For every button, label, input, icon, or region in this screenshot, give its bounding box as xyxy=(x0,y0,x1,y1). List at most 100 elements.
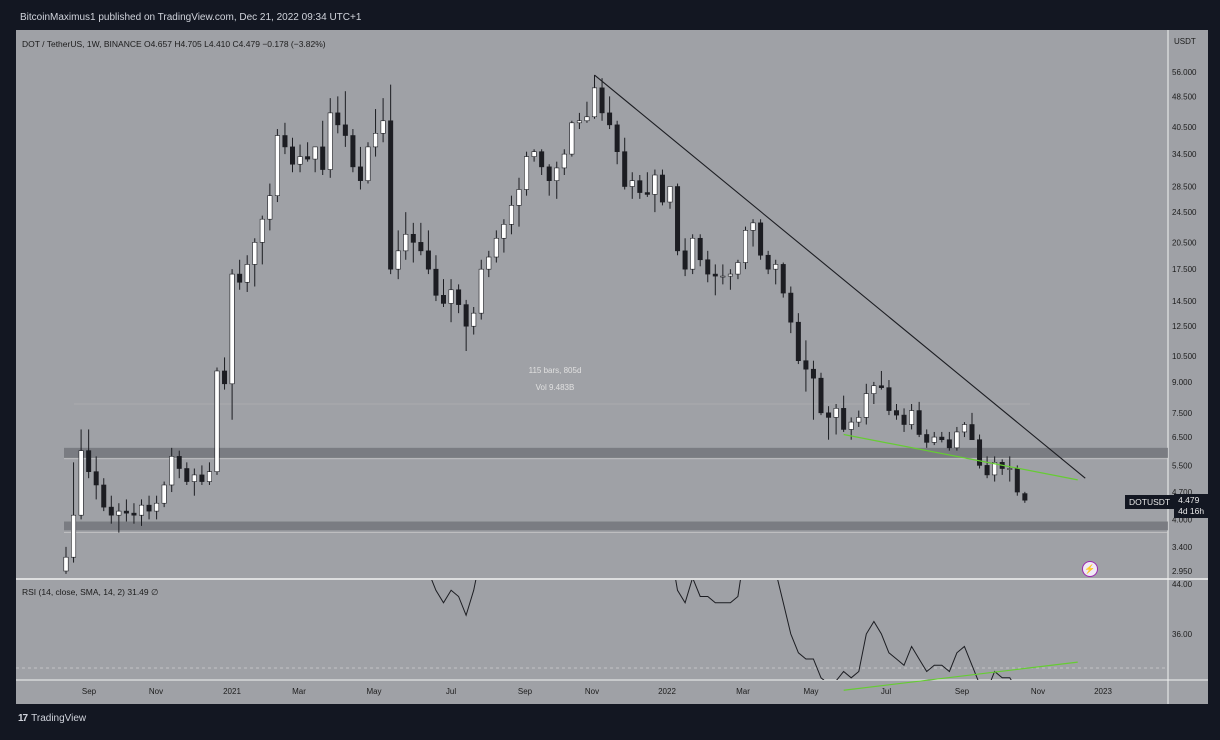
y-tick-label: 28.500 xyxy=(1172,183,1197,192)
candle-body xyxy=(644,192,650,195)
y-tick-label: 48.500 xyxy=(1172,92,1197,101)
candle-body xyxy=(259,218,265,243)
candle-body xyxy=(886,387,892,411)
candle-body xyxy=(810,368,816,379)
candle-body xyxy=(282,135,288,148)
candle-body xyxy=(916,410,922,435)
symbol-legend: DOT / TetherUS, 1W, BINANCE O4.657 H4.70… xyxy=(22,39,326,49)
candle-body xyxy=(878,385,884,388)
candle-body xyxy=(312,146,318,160)
candle-body xyxy=(765,254,771,270)
candle-body xyxy=(139,504,145,516)
candle-body xyxy=(305,156,311,160)
candle-body xyxy=(614,124,620,152)
candle-body xyxy=(350,135,356,168)
candle-body xyxy=(456,289,462,305)
candle-body xyxy=(954,431,960,449)
candle-body xyxy=(992,462,998,476)
y-tick-label: 20.500 xyxy=(1172,238,1197,247)
x-tick-label: Sep xyxy=(955,687,970,696)
candle-body xyxy=(63,556,69,572)
candle-body xyxy=(961,424,967,433)
tradingview-logo-icon: 17 xyxy=(18,712,28,724)
candle-body xyxy=(682,250,688,270)
x-tick-label: May xyxy=(366,687,381,696)
candle-body xyxy=(131,512,137,516)
candle-body xyxy=(478,268,484,314)
candle-body xyxy=(946,439,952,449)
price-tag-value: 4.479 4d 16h xyxy=(1174,494,1209,518)
lightning-icon[interactable]: ⚡ xyxy=(1082,561,1098,577)
ohlc-high: 4.705 xyxy=(180,39,202,49)
y-tick-label: 4.000 xyxy=(1172,515,1193,524)
candle-body xyxy=(425,250,431,270)
y-tick-label: 5.500 xyxy=(1172,461,1193,470)
footer-brand: TradingView xyxy=(31,712,87,724)
rsi-value: 31.49 xyxy=(127,587,149,597)
price-divergence-line xyxy=(843,433,1078,481)
x-tick-label: Jul xyxy=(446,687,456,696)
candle-body xyxy=(471,312,477,327)
candle-body xyxy=(531,151,537,157)
candle-body xyxy=(758,222,764,256)
candle-body xyxy=(222,370,228,385)
candle-body xyxy=(1007,468,1013,470)
candle-body xyxy=(463,304,469,327)
candle-body xyxy=(841,408,847,430)
candle-body xyxy=(561,153,567,169)
measure-label-volume: Vol 9.483B xyxy=(535,383,575,392)
candle-body xyxy=(969,424,975,441)
footer: 17 TradingView xyxy=(18,710,86,726)
candle-body xyxy=(705,259,711,275)
candle-body xyxy=(833,408,839,418)
candle-body xyxy=(924,434,930,443)
y-tick-label: 7.500 xyxy=(1172,409,1193,418)
rsi-tick-label: 36.00 xyxy=(1172,630,1193,639)
candle-body xyxy=(901,414,907,425)
candle-body xyxy=(123,510,129,514)
candle-body xyxy=(244,264,250,283)
x-tick-label: Mar xyxy=(292,687,306,696)
candle-body xyxy=(539,151,545,168)
candle-body xyxy=(289,146,295,165)
candle-body xyxy=(380,120,386,134)
candle-body xyxy=(297,156,303,165)
ohlc-open: 4.657 xyxy=(150,39,172,49)
chart-frame[interactable] xyxy=(16,30,1208,704)
y-tick-label: 14.500 xyxy=(1172,297,1197,306)
x-tick-label: Jul xyxy=(881,687,891,696)
candle-body xyxy=(176,456,182,469)
candle-body xyxy=(191,474,197,482)
candle-body xyxy=(803,360,809,370)
support-zone-1 xyxy=(64,521,1168,531)
candle-body xyxy=(795,321,801,361)
ohlc-open-label: O xyxy=(144,39,151,49)
candle-body xyxy=(93,471,99,486)
candle-body xyxy=(909,410,915,425)
y-tick-label: 40.500 xyxy=(1172,123,1197,132)
support-zone-0 xyxy=(64,447,1168,458)
candle-body xyxy=(410,233,416,243)
candle-body xyxy=(659,174,665,203)
candle-body xyxy=(546,166,552,181)
candle-body xyxy=(335,112,341,126)
price-tag-countdown: 4d 16h xyxy=(1178,506,1205,516)
rsi-extra: ∅ xyxy=(151,587,159,597)
y-tick-label: 3.400 xyxy=(1172,543,1193,552)
candle-body xyxy=(403,233,409,252)
ohlc-change: −0.178 (−3.82%) xyxy=(262,39,326,49)
candle-body xyxy=(86,450,92,472)
candle-body xyxy=(720,275,726,278)
candle-body xyxy=(667,186,673,203)
rsi-line xyxy=(431,580,1012,680)
candle-body xyxy=(108,506,114,516)
candle-body xyxy=(342,124,348,136)
y-tick-label: 34.500 xyxy=(1172,150,1197,159)
candle-body xyxy=(433,268,439,296)
candle-body xyxy=(569,122,575,155)
candle-body xyxy=(448,289,454,304)
candle-body xyxy=(637,180,643,193)
rsi-tick-label: 44.00 xyxy=(1172,580,1193,589)
y-tick-label: 10.500 xyxy=(1172,352,1197,361)
